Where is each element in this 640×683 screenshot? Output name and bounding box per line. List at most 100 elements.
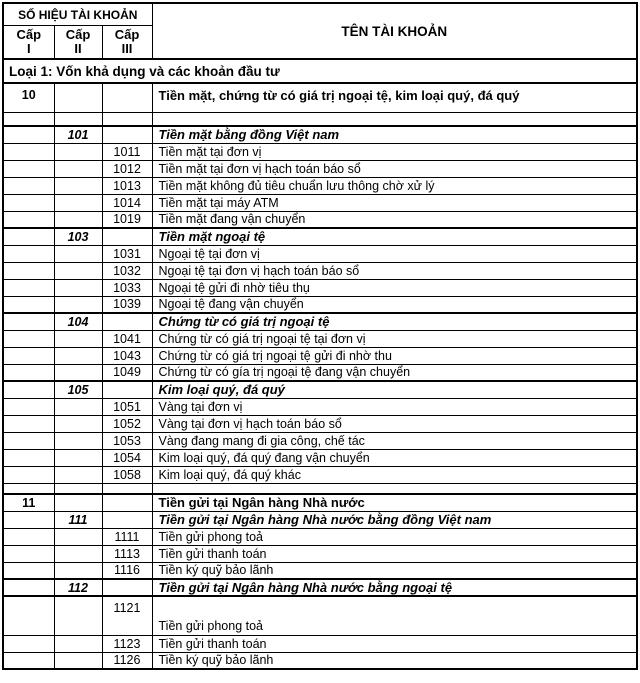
account-code-cell: 1043 [101, 346, 153, 365]
account-row: 104 Chứng từ có giá trị ngoại tệ [2, 312, 638, 331]
account-row: 10 Tiền mặt, chứng từ có giá trị ngoại tệ… [2, 82, 638, 113]
account-row: 1052 Vàng tại đơn vị hạch toán báo sổ [2, 414, 638, 433]
account-name-cell: Tiền mặt tại đơn vị [151, 142, 638, 161]
chart-of-accounts-table: SỐ HIỆU TÀI KHOẢN TÊN TÀI KHOẢN Cấp I Cấ… [2, 2, 638, 670]
empty-code-cell [53, 397, 103, 416]
account-row: 1012 Tiền mặt tại đơn vị hạch toán báo sổ [2, 159, 638, 178]
table-header: SỐ HIỆU TÀI KHOẢN TÊN TÀI KHOẢN Cấp I Cấ… [2, 2, 638, 60]
empty-code-cell [2, 176, 55, 195]
header-row-levels: Cấp I Cấp II Cấp III [2, 25, 637, 60]
account-row: 1054 Kim loại quý, đá quý đang vận chuyển [2, 448, 638, 467]
empty-code-cell [2, 244, 55, 263]
empty-code-cell [2, 312, 55, 331]
account-code-cell: 1051 [101, 397, 153, 416]
empty-code-cell [53, 210, 103, 229]
account-name-cell: Tiền gửi phong toả [151, 595, 638, 636]
account-row: 1116 Tiền ký quỹ bảo lãnh [2, 561, 638, 580]
account-row: 1039 Ngoại tệ đang vận chuyển [2, 295, 638, 314]
empty-code-cell [101, 493, 153, 512]
empty-code-cell [2, 295, 55, 314]
empty-code-cell [53, 159, 103, 178]
empty-code-cell [53, 363, 103, 382]
account-row: 1043 Chứng từ có giá trị ngoại tệ gửi đi … [2, 346, 638, 365]
account-name-cell: Tiền ký quỹ bảo lãnh [151, 651, 638, 670]
account-code-cell: 103 [53, 227, 103, 246]
empty-code-cell [53, 346, 103, 365]
empty-code-cell [2, 595, 55, 636]
level-2-label-line1: Cấp [65, 26, 91, 42]
account-name-cell: Tiền gửi tại Ngân hàng Nhà nước [151, 493, 638, 512]
account-name-cell: Kim loại quý, đá quý đang vận chuyển [151, 448, 638, 467]
class-banner-row: Loại 1: Vốn khả dụng và các khoản đầu tư [2, 58, 638, 84]
account-code-cell: 1058 [101, 465, 153, 484]
account-code-cell: 105 [53, 380, 103, 399]
level-2-label-line2: II [74, 41, 82, 56]
account-name-cell: Tiền mặt bằng đồng Việt nam [151, 125, 638, 144]
empty-code-cell [53, 561, 103, 580]
account-row: 1014 Tiền mặt tại máy ATM [2, 193, 638, 212]
account-name-cell: Ngoại tệ tại đơn vị [151, 244, 638, 263]
account-name-cell: Kim loại quý, đá quý khác [151, 465, 638, 484]
account-row: 1049 Chứng từ có gía trị ngoại tệ đang vậ… [2, 363, 638, 382]
empty-code-cell [101, 482, 153, 495]
empty-code-cell [53, 493, 103, 512]
account-name-cell: Tiền mặt, chứng từ có giá trị ngoại tệ, … [151, 82, 638, 113]
account-row: 103 Tiền mặt ngoại tệ [2, 227, 638, 246]
account-name-cell: Tiền ký quỹ bảo lãnh [151, 561, 638, 580]
table-body: Loại 1: Vốn khả dụng và các khoản đầu tư… [2, 58, 638, 670]
header-row-top: SỐ HIỆU TÀI KHOẢN TÊN TÀI KHOẢN [2, 2, 638, 60]
empty-code-cell [2, 227, 55, 246]
account-row: 1031 Ngoại tệ tại đơn vị [2, 244, 638, 263]
level-3-label-line1: Cấp [114, 26, 140, 42]
account-name-cell: Tiền gửi thanh toán [151, 634, 638, 653]
empty-code-cell [101, 227, 153, 246]
account-number-group-header: SỐ HIỆU TÀI KHOẢN [2, 2, 153, 26]
empty-code-cell [53, 431, 103, 450]
empty-code-cell [101, 312, 153, 331]
empty-code-cell [2, 510, 55, 529]
empty-code-cell [2, 193, 55, 212]
empty-code-cell [53, 544, 103, 563]
empty-code-cell [2, 544, 55, 563]
account-name-cell: Vàng đang mang đi gia công, chế tác [151, 431, 638, 450]
account-row: 1053 Vàng đang mang đi gia công, chế tác [2, 431, 638, 450]
empty-code-cell [2, 159, 55, 178]
empty-code-cell [101, 82, 153, 113]
empty-code-cell [53, 142, 103, 161]
account-code-cell: 1031 [101, 244, 153, 263]
account-name-cell: Tiền gửi tại Ngân hàng Nhà nước bằng đồn… [151, 510, 638, 529]
account-name-cell: Chứng từ có giá trị ngoại tệ [151, 312, 638, 331]
account-row: 1051 Vàng tại đơn vị [2, 397, 638, 416]
empty-code-cell [101, 380, 153, 399]
empty-code-cell [2, 465, 55, 484]
empty-code-cell [53, 651, 103, 670]
account-name-cell: Vàng tại đơn vị [151, 397, 638, 416]
empty-code-cell [2, 142, 55, 161]
level-3-column-header: Cấp III [101, 25, 153, 60]
account-name-cell: Tiền gửi phong toả [151, 527, 638, 546]
empty-code-cell [2, 380, 55, 399]
account-code-cell: 1011 [101, 142, 153, 161]
account-code-cell: 1121 [101, 595, 153, 636]
account-code-cell: 101 [53, 125, 103, 144]
account-code-cell: 1049 [101, 363, 153, 382]
account-name-cell: Chứng từ có giá trị ngoại tệ gửi đi nhờ … [151, 346, 638, 365]
empty-code-cell [2, 414, 55, 433]
account-code-cell: 1033 [101, 278, 153, 297]
empty-code-cell [53, 82, 103, 113]
empty-name-cell [151, 482, 638, 495]
empty-code-cell [2, 278, 55, 297]
account-row: 11 Tiền gửi tại Ngân hàng Nhà nước [2, 493, 638, 512]
account-name-cell: Tiền mặt tại máy ATM [151, 193, 638, 212]
account-code-cell: 1116 [101, 561, 153, 580]
empty-code-cell [53, 448, 103, 467]
account-code-cell: 1052 [101, 414, 153, 433]
class-banner-label: Loại 1: Vốn khả dụng và các khoản đầu tư [2, 58, 638, 84]
empty-code-cell [2, 210, 55, 229]
empty-name-cell [151, 111, 638, 127]
empty-code-cell [101, 578, 153, 597]
empty-code-cell [2, 561, 55, 580]
account-code-cell: 1126 [101, 651, 153, 670]
level-3-label-line2: III [121, 41, 133, 56]
account-code-cell: 1053 [101, 431, 153, 450]
